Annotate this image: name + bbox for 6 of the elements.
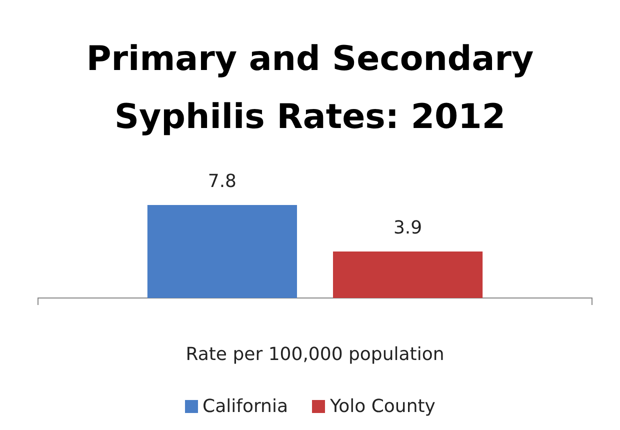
x-axis-title: Rate per 100,000 population: [186, 344, 444, 365]
data-label: 3.9: [393, 218, 422, 238]
legend-label: California: [202, 396, 288, 417]
chart-title: Primary and Secondary Syphilis Rates: 2012: [86, 39, 534, 137]
legend-label: Yolo County: [330, 396, 436, 417]
data-label: 7.8: [208, 171, 237, 192]
